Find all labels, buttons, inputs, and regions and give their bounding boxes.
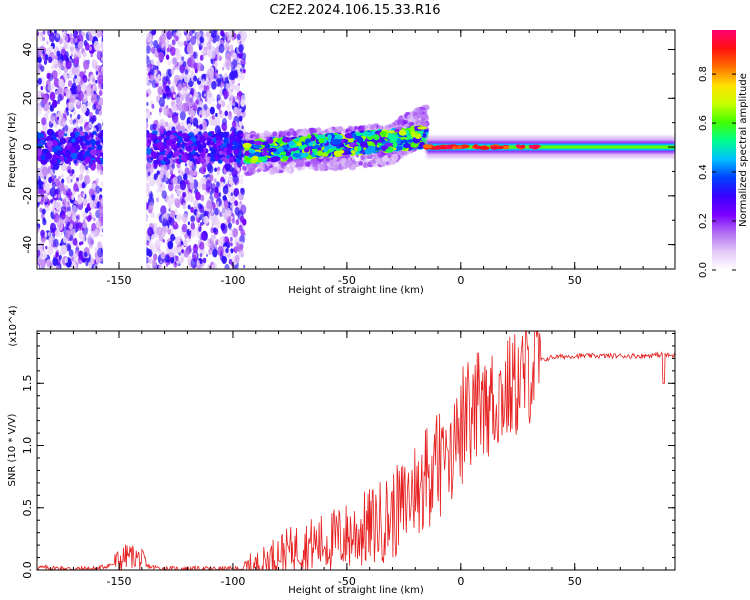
x-tick-label: -150 bbox=[107, 575, 132, 588]
heatmap-region-3 bbox=[241, 104, 431, 177]
spectrogram-x-label: Height of straight line (km) bbox=[288, 285, 424, 296]
snr-x-ticks: -150 -100 -50 0 50 bbox=[50, 331, 667, 588]
y-tick-label: -20 bbox=[21, 187, 34, 205]
y-tick-label: 20 bbox=[21, 91, 34, 105]
snr-series-line bbox=[37, 331, 675, 570]
y-tick-label: 1.0 bbox=[21, 437, 34, 455]
colorbar-tick-label: 0.2 bbox=[698, 213, 709, 229]
snr-frame bbox=[36, 330, 676, 571]
x-tick-label: -50 bbox=[338, 575, 356, 588]
colorbar-label: Normalized spectral amplitude bbox=[738, 73, 749, 227]
colorbar: 0.0 0.2 0.4 0.6 0.8 Normalized spectral ampl… bbox=[698, 30, 749, 278]
x-tick-label: 0 bbox=[457, 575, 464, 588]
x-tick-label: -100 bbox=[220, 274, 245, 287]
figure-title: C2E2.2024.106.15.33.R16 bbox=[269, 3, 440, 18]
snr-panel: -150 -100 -50 0 50 0.0 0.5 1.0 1.5 Height of st… bbox=[7, 305, 676, 596]
colorbar-strip bbox=[712, 30, 736, 270]
spectrogram-heatmap bbox=[37, 30, 675, 269]
snr-x-label: Height of straight line (km) bbox=[288, 585, 424, 596]
x-tick-label: -150 bbox=[107, 274, 132, 287]
colorbar-tick-label: 0.0 bbox=[698, 262, 709, 278]
x-tick-label: 50 bbox=[568, 274, 582, 287]
spectrogram-frame bbox=[36, 29, 676, 270]
spectrogram-x-ticks: -150 -100 -50 0 50 bbox=[50, 30, 667, 287]
y-tick-label: 0 bbox=[21, 144, 34, 151]
colorbar-tick-label: 0.4 bbox=[698, 164, 709, 180]
y-tick-label: -40 bbox=[21, 236, 34, 254]
x-tick-label: 0 bbox=[457, 274, 464, 287]
heatmap-region-1 bbox=[143, 30, 247, 269]
x-tick-label: -100 bbox=[220, 575, 245, 588]
colorbar-tick-label: 0.6 bbox=[698, 115, 709, 131]
x-tick-label: -50 bbox=[338, 274, 356, 287]
snr-y-ticks: 0.0 0.5 1.0 1.5 bbox=[21, 332, 675, 579]
heatmap-region-2 bbox=[103, 30, 147, 269]
x-tick-label: 50 bbox=[568, 575, 582, 588]
colorbar-ticks: 0.0 0.2 0.4 0.6 0.8 bbox=[698, 66, 736, 278]
spectrogram-y-label: Frequency (Hz) bbox=[7, 112, 18, 188]
colorbar-tick-label: 0.8 bbox=[698, 66, 709, 82]
snr-y-label: SNR (10 * V/V) bbox=[7, 413, 18, 486]
y-tick-label: 0.5 bbox=[21, 499, 34, 516]
y-tick-label: 1.5 bbox=[21, 375, 34, 393]
y-tick-label: 0.0 bbox=[21, 561, 34, 579]
heatmap-region-4 bbox=[422, 136, 675, 159]
y-tick-label: 40 bbox=[21, 43, 34, 57]
snr-scale-label: (x10^4) bbox=[8, 305, 19, 346]
spectrogram-panel: -150 -100 -50 0 50 -40 -20 0 20 40 Height of str… bbox=[7, 29, 676, 296]
spectrogram-y-ticks: -40 -20 0 20 40 bbox=[21, 43, 675, 270]
